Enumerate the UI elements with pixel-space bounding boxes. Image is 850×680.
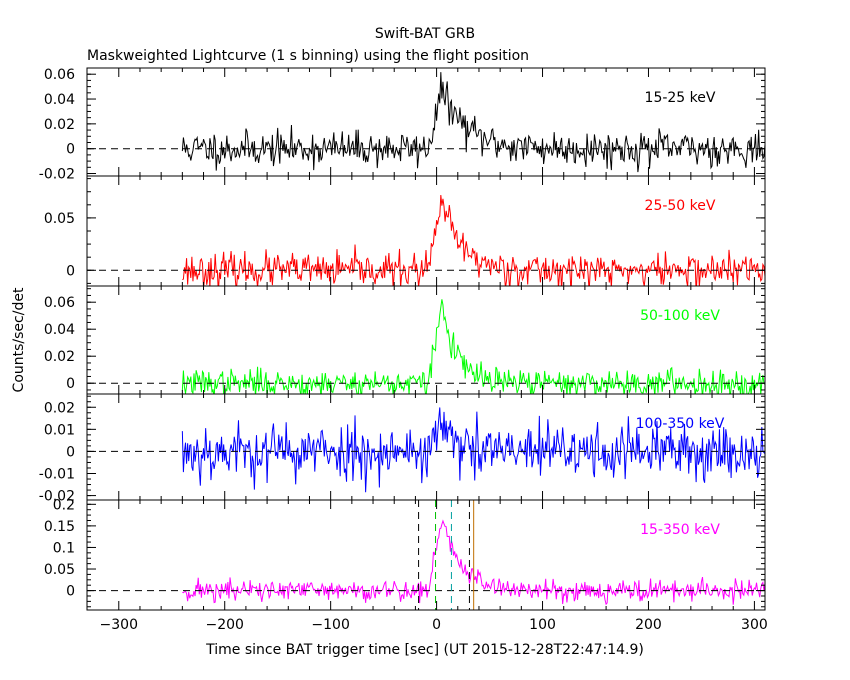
band-label: 15-25 keV <box>645 90 716 106</box>
x-tick-label: 300 <box>741 617 768 633</box>
y-tick-label: 0.01 <box>44 422 75 438</box>
x-tick-label: −300 <box>100 617 138 633</box>
panel-15-350-kev: 0 0.05 0.1 0.15 0.2 15-350 keV <box>44 497 766 611</box>
series-line-100-350-kev <box>181 407 765 493</box>
series-line-50-100-kev <box>181 299 765 394</box>
x-axis: −300 −200 −100 0 100 200 300 <box>100 617 768 633</box>
panel-15-25-kev: -0.02 0 0.02 0.04 0.06 15-25 keV <box>39 67 766 183</box>
y-tick-label: 0 <box>66 142 75 158</box>
y-tick-label: 0.05 <box>44 562 75 578</box>
y-tick-label: 0.2 <box>53 497 75 513</box>
y-tick-label: 0.02 <box>44 400 75 416</box>
y-tick-label: 0.06 <box>44 295 75 311</box>
y-tick-label: -0.02 <box>39 489 75 505</box>
band-label: 25-50 keV <box>645 198 716 214</box>
x-tick-label: 0 <box>432 617 441 633</box>
panels-group: -0.02 0 0.02 0.04 0.06 15-25 keV 0 0.05 25-50 ke… <box>39 67 766 611</box>
y-tick-label: 0 <box>66 444 75 460</box>
y-tick-label: 0 <box>66 263 75 279</box>
band-label: 100-350 keV <box>636 416 725 432</box>
y-tick-label: 0.02 <box>44 117 75 133</box>
x-tick-label: −100 <box>311 617 349 633</box>
y-tick-label: 0.1 <box>53 540 75 556</box>
x-tick-label: 200 <box>635 617 662 633</box>
x-axis-label: Time since BAT trigger time [sec] (UT 20… <box>205 642 644 658</box>
series-line-25-50-kev <box>182 194 765 286</box>
panel-100-350-kev: -0.02 -0.01 0 0.01 0.02 100-350 keV <box>39 393 766 505</box>
series-line-15-25-kev <box>181 72 765 173</box>
y-tick-label: -0.02 <box>39 167 75 183</box>
x-tick-label: −200 <box>205 617 243 633</box>
y-tick-label: -0.01 <box>39 467 75 483</box>
chart-title: Swift-BAT GRB <box>375 26 475 42</box>
chart-subtitle: Maskweighted Lightcurve (1 s binning) us… <box>87 48 529 64</box>
band-label: 50-100 keV <box>640 308 720 324</box>
y-tick-label: 0.06 <box>44 67 75 83</box>
y-tick-label: 0.04 <box>44 322 75 338</box>
y-tick-label: 0.15 <box>44 519 75 535</box>
y-tick-label: 0.05 <box>44 211 75 227</box>
band-label: 15-350 keV <box>640 522 720 538</box>
y-tick-label: 0.04 <box>44 92 75 108</box>
y-tick-label: 0 <box>66 376 75 392</box>
x-tick-label: 100 <box>529 617 556 633</box>
y-tick-label: 0.02 <box>44 349 75 365</box>
panel-frame <box>86 499 766 611</box>
y-tick-label: 0 <box>66 584 75 600</box>
y-axis-label: Counts/sec/det <box>11 287 27 392</box>
